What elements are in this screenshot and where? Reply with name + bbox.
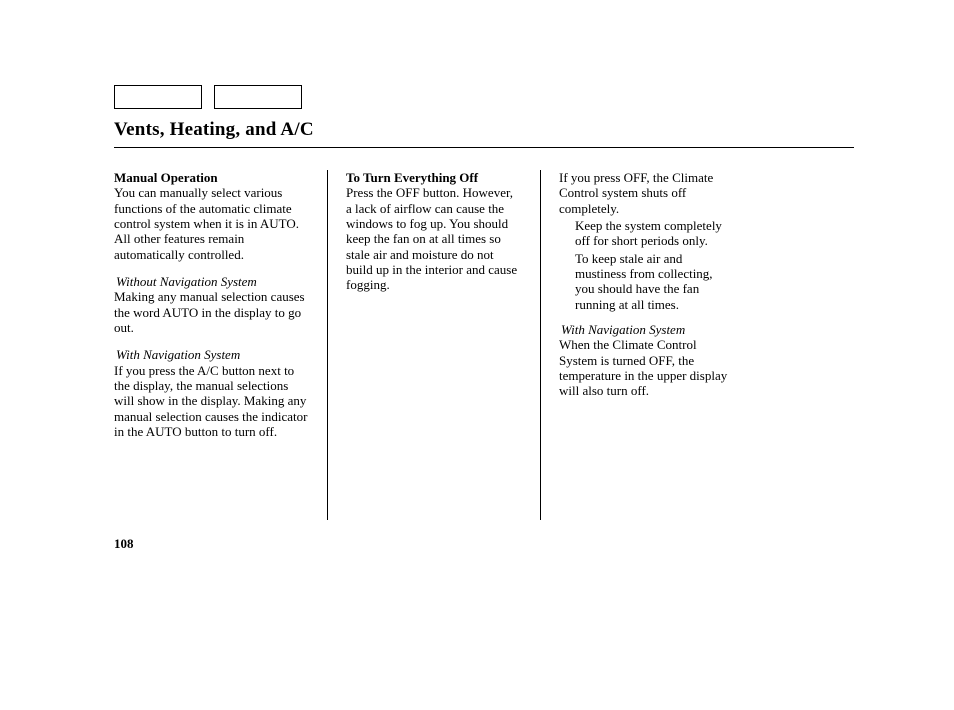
col1-subhead-2: With Navigation System — [116, 347, 309, 362]
page-number: 108 — [114, 536, 134, 552]
column-3: If you press OFF, the Climate Control sy… — [540, 170, 753, 520]
col1-paragraph-2: Making any manual selection causes the w… — [114, 289, 309, 335]
title-rule — [114, 147, 854, 148]
manual-page: Vents, Heating, and A/C Manual Operation… — [0, 0, 954, 710]
column-2: To Turn Everything Off Press the OFF but… — [327, 170, 540, 520]
col3-paragraph-2: When the Climate Control System is turne… — [559, 337, 735, 398]
col1-heading: Manual Operation — [114, 170, 218, 185]
header-boxes — [114, 85, 854, 109]
col3-bullet-1: Keep the system completely off for short… — [575, 218, 735, 249]
content-columns: Manual Operation You can manually select… — [114, 170, 854, 520]
col1-subhead-1: Without Navigation System — [116, 274, 309, 289]
col3-bullet-2: To keep stale air and mustiness from col… — [575, 251, 735, 312]
header-box-2 — [214, 85, 302, 109]
column-1: Manual Operation You can manually select… — [114, 170, 327, 520]
col2-heading: To Turn Everything Off — [346, 170, 478, 185]
header-box-1 — [114, 85, 202, 109]
col3-paragraph-1: If you press OFF, the Climate Control sy… — [559, 170, 735, 216]
col1-paragraph-1: You can manually select various function… — [114, 185, 309, 262]
col3-subhead-1: With Navigation System — [561, 322, 735, 337]
col1-paragraph-3: If you press the A/C button next to the … — [114, 363, 309, 440]
page-title: Vents, Heating, and A/C — [114, 119, 854, 147]
col2-paragraph-1: Press the OFF button. However, a lack of… — [346, 185, 522, 292]
col3-bullets: Keep the system completely off for short… — [575, 218, 735, 312]
